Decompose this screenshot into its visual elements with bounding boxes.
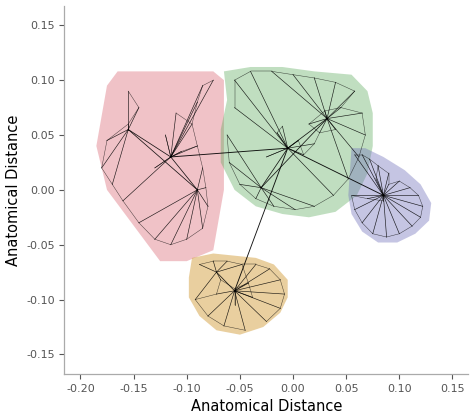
- Polygon shape: [221, 67, 373, 217]
- Polygon shape: [96, 71, 224, 261]
- X-axis label: Anatomical Distance: Anatomical Distance: [191, 399, 342, 415]
- Polygon shape: [348, 148, 431, 242]
- Polygon shape: [189, 254, 288, 335]
- Y-axis label: Anatomical Distance: Anatomical Distance: [6, 114, 20, 265]
